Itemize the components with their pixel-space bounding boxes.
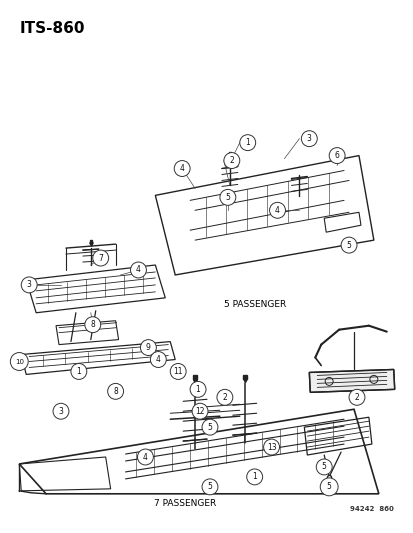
Text: 9: 9 (146, 343, 150, 352)
Text: ITS-860: ITS-860 (19, 21, 85, 36)
Text: 1: 1 (245, 138, 249, 147)
Circle shape (223, 152, 239, 168)
Text: 5: 5 (346, 240, 351, 249)
Circle shape (269, 203, 285, 218)
Text: 4: 4 (136, 265, 140, 274)
Circle shape (53, 403, 69, 419)
Text: 4: 4 (142, 453, 147, 462)
Circle shape (320, 478, 337, 496)
Text: 1: 1 (195, 385, 200, 394)
Circle shape (202, 479, 217, 495)
Circle shape (85, 317, 100, 333)
Text: 1: 1 (76, 367, 81, 376)
Circle shape (150, 352, 166, 367)
Text: 10: 10 (15, 359, 24, 365)
Text: 5: 5 (321, 463, 326, 472)
Circle shape (263, 439, 279, 455)
Circle shape (246, 469, 262, 485)
Circle shape (190, 382, 206, 397)
Text: 2: 2 (229, 156, 234, 165)
Text: 12: 12 (195, 407, 204, 416)
Circle shape (71, 364, 87, 379)
Circle shape (10, 352, 28, 370)
Text: 5: 5 (207, 423, 212, 432)
Circle shape (239, 135, 255, 151)
Text: 5: 5 (207, 482, 212, 491)
Text: 4: 4 (156, 355, 160, 364)
Text: 3: 3 (58, 407, 63, 416)
Circle shape (328, 148, 344, 164)
Text: 1: 1 (252, 472, 256, 481)
Circle shape (192, 403, 207, 419)
Circle shape (301, 131, 316, 147)
Circle shape (202, 419, 217, 435)
Text: 3: 3 (27, 280, 31, 289)
Text: 94242  860: 94242 860 (349, 506, 393, 512)
Text: 3: 3 (306, 134, 311, 143)
Circle shape (340, 237, 356, 253)
Text: 5 PASSENGER: 5 PASSENGER (223, 300, 285, 309)
Circle shape (93, 250, 108, 266)
Text: 4: 4 (274, 206, 279, 215)
Text: 5: 5 (225, 193, 230, 202)
Text: 2: 2 (354, 393, 358, 402)
Circle shape (130, 262, 146, 278)
Circle shape (348, 389, 364, 405)
Text: 8: 8 (113, 387, 118, 396)
Text: 7: 7 (98, 254, 103, 263)
Circle shape (170, 364, 186, 379)
Circle shape (216, 389, 232, 405)
Circle shape (140, 340, 156, 356)
Text: 5: 5 (326, 482, 331, 491)
Circle shape (21, 277, 37, 293)
Text: 2: 2 (222, 393, 227, 402)
Text: 6: 6 (334, 151, 339, 160)
Text: 7 PASSENGER: 7 PASSENGER (154, 499, 216, 508)
Circle shape (174, 160, 190, 176)
Text: 11: 11 (173, 367, 183, 376)
Circle shape (219, 189, 235, 205)
Text: 4: 4 (179, 164, 184, 173)
Text: 8: 8 (90, 320, 95, 329)
Circle shape (137, 449, 153, 465)
Polygon shape (309, 369, 394, 392)
Text: 13: 13 (266, 442, 276, 451)
Circle shape (107, 383, 123, 399)
Circle shape (316, 459, 331, 475)
